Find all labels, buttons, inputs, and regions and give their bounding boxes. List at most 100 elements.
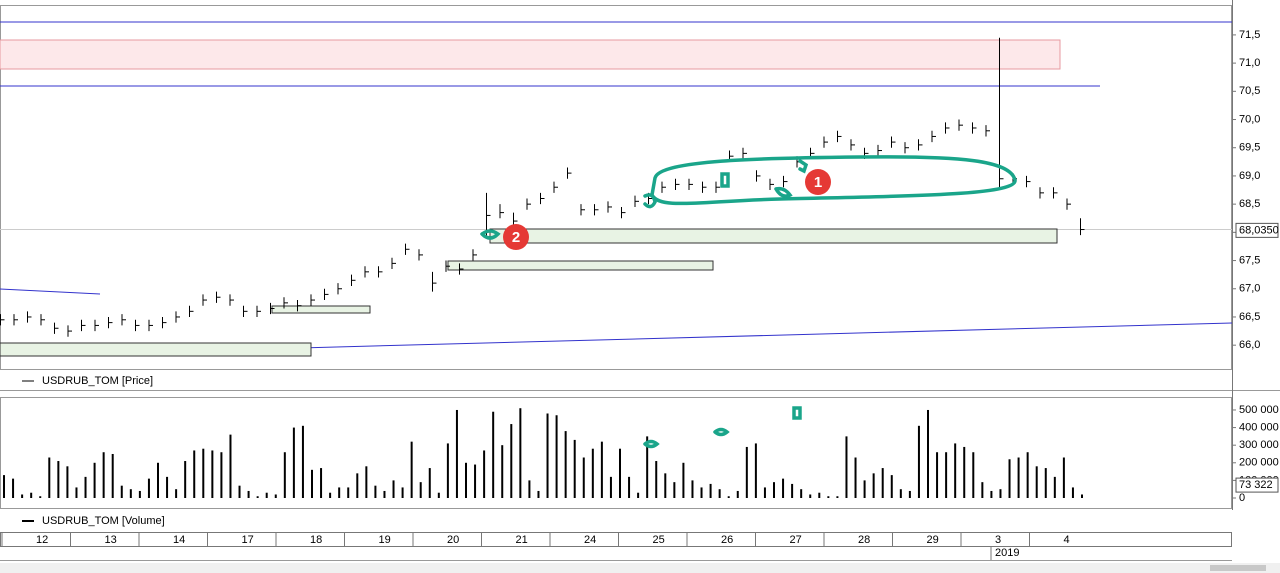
volume-bar bbox=[347, 487, 350, 498]
volume-bar bbox=[292, 427, 295, 498]
volume-bar bbox=[564, 431, 567, 498]
volume-bar bbox=[120, 485, 123, 498]
legend-label: USDRUB_TOM [Price] bbox=[42, 375, 153, 387]
volume-bar bbox=[202, 448, 205, 498]
volume-bar bbox=[763, 487, 766, 498]
volume-bar bbox=[474, 464, 477, 498]
y-tick-label: 69,0 bbox=[1239, 170, 1260, 182]
date-label: 20 bbox=[447, 534, 459, 546]
resistance-zone bbox=[0, 39, 1061, 70]
volume-bar bbox=[501, 445, 504, 498]
volume-bar bbox=[455, 409, 458, 498]
y-tick-label: 70,5 bbox=[1239, 85, 1260, 97]
volume-bar bbox=[555, 415, 558, 498]
volume-bar bbox=[175, 489, 178, 498]
volume-bar bbox=[301, 425, 304, 498]
scrollbar-thumb[interactable] bbox=[1210, 565, 1266, 571]
y-tick-label: 67,5 bbox=[1239, 254, 1260, 266]
volume-bar bbox=[283, 452, 286, 498]
volume-bar bbox=[1081, 494, 1083, 498]
volume-bar bbox=[782, 478, 785, 498]
volume-bar bbox=[30, 492, 33, 498]
volume-bar bbox=[700, 487, 703, 498]
volume-bar bbox=[999, 489, 1002, 498]
volume-bar bbox=[954, 443, 957, 498]
volume-bar bbox=[1071, 487, 1074, 498]
volume-bar bbox=[990, 490, 993, 498]
volume-bar bbox=[709, 483, 712, 498]
y-tick-label: 500 000 bbox=[1239, 404, 1279, 416]
volume-bar bbox=[147, 478, 150, 498]
date-label: 24 bbox=[584, 534, 596, 546]
volume-bar bbox=[329, 492, 332, 498]
volume-bar bbox=[311, 469, 313, 498]
volume-bar bbox=[492, 411, 495, 498]
support-zone bbox=[0, 342, 312, 357]
volume-bar bbox=[619, 448, 621, 498]
volume-bar bbox=[410, 441, 413, 498]
volume-bar bbox=[673, 482, 676, 498]
volume-bar bbox=[483, 450, 486, 498]
legend-label: USDRUB_TOM [Volume] bbox=[42, 515, 165, 527]
date-label: 26 bbox=[721, 534, 733, 546]
scrollbar[interactable] bbox=[0, 563, 1280, 573]
volume-bar bbox=[664, 473, 667, 498]
volume-bar bbox=[591, 448, 594, 498]
y-tick-label: 71,0 bbox=[1239, 57, 1260, 69]
volume-bar bbox=[936, 452, 939, 498]
volume-bar bbox=[899, 489, 902, 498]
volume-bar bbox=[945, 452, 948, 498]
volume-bar bbox=[1044, 468, 1047, 498]
volume-bar bbox=[809, 494, 812, 498]
volume-bar bbox=[528, 480, 531, 498]
date-label: 13 bbox=[105, 534, 117, 546]
volume-bar bbox=[238, 485, 241, 498]
trend-line bbox=[0, 288, 101, 295]
volume-bar bbox=[519, 408, 522, 498]
volume-bar bbox=[881, 468, 884, 498]
support-zone bbox=[271, 305, 371, 314]
volume-bar bbox=[419, 482, 422, 498]
last-value-box bbox=[1235, 222, 1279, 238]
volume-bar bbox=[727, 496, 730, 498]
volume-bar bbox=[1062, 457, 1065, 498]
volume-bar bbox=[184, 461, 187, 498]
volume-bar bbox=[1053, 476, 1056, 498]
volume-bar bbox=[863, 480, 866, 498]
volume-bar bbox=[655, 461, 658, 498]
volume-bar bbox=[102, 452, 105, 498]
volume-bar bbox=[908, 490, 911, 498]
volume-bar bbox=[609, 476, 612, 498]
date-label: 29 bbox=[927, 534, 939, 546]
volume-bar bbox=[39, 496, 42, 498]
volume-bar bbox=[818, 492, 821, 498]
volume-bar bbox=[157, 462, 159, 498]
volume-bar bbox=[383, 490, 386, 498]
date-label: 21 bbox=[516, 534, 528, 546]
y-tick-label: 70,0 bbox=[1239, 113, 1260, 125]
date-label: 18 bbox=[310, 534, 322, 546]
volume-bar bbox=[646, 436, 649, 498]
volume-bar bbox=[437, 492, 440, 498]
annotation-marker bbox=[503, 224, 529, 250]
volume-bar bbox=[917, 425, 920, 498]
volume-bar bbox=[745, 446, 748, 498]
volume-panel bbox=[0, 397, 1232, 509]
last-value-box bbox=[1235, 477, 1279, 493]
date-label: 14 bbox=[173, 534, 185, 546]
volume-bar bbox=[48, 457, 51, 498]
volume-bar bbox=[890, 475, 893, 498]
volume-bar bbox=[546, 413, 549, 498]
year-label: 2019 bbox=[995, 547, 1019, 559]
volume-bar bbox=[1017, 457, 1020, 498]
y-tick-label: 200 000 bbox=[1239, 457, 1279, 469]
y-tick-label: 66,0 bbox=[1239, 339, 1260, 351]
volume-bar bbox=[392, 480, 395, 498]
volume-bar bbox=[401, 487, 404, 498]
y-tick-label: 67,0 bbox=[1239, 283, 1260, 295]
volume-bar bbox=[510, 424, 513, 498]
volume-bar bbox=[446, 443, 449, 498]
volume-bar bbox=[84, 476, 87, 498]
volume-bar bbox=[854, 457, 857, 498]
